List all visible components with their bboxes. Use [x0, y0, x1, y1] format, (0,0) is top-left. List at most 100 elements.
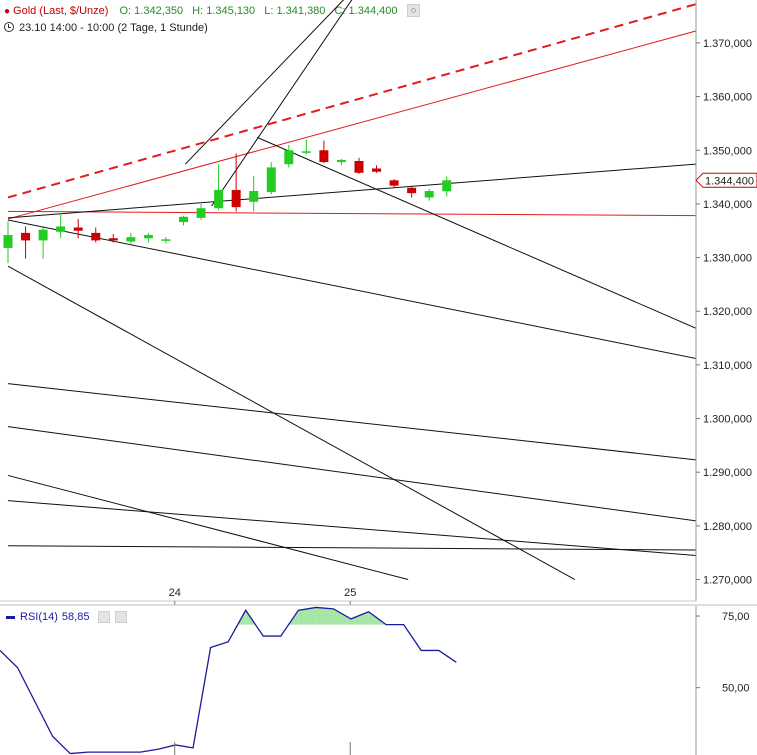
candle-body-up: [301, 151, 311, 153]
rsi-axis: 75,00 50,00: [696, 611, 750, 695]
rsi-legend: RSI(14) 58,85: [6, 610, 127, 624]
candle[interactable]: [38, 227, 48, 259]
price-tick-label: 1.290,000: [703, 467, 752, 479]
symbol-row: ● Gold (Last, $/Unze) O: 1.342,350 H: 1.3…: [4, 3, 420, 19]
candle[interactable]: [91, 227, 101, 243]
candle[interactable]: [126, 232, 136, 244]
candle-body-up: [249, 191, 259, 202]
trendline-black[interactable]: [7, 163, 701, 219]
candle[interactable]: [354, 157, 364, 174]
candle-body-down: [108, 238, 118, 241]
candle[interactable]: [231, 153, 241, 212]
price-tick-label: 1.330,000: [703, 253, 752, 265]
ohlc-open: O: 1.342,350: [119, 5, 184, 17]
time-axis: 24 25: [169, 587, 356, 605]
rsi-settings-icon[interactable]: [97, 611, 110, 624]
price-tick-label: 1.280,000: [703, 521, 752, 533]
candle[interactable]: [3, 221, 13, 263]
clock-icon: [4, 22, 14, 33]
candle[interactable]: [143, 232, 153, 243]
candle-body-up: [3, 235, 13, 248]
trendline-black[interactable]: [7, 474, 409, 581]
last-price-label: 1.344,400: [705, 175, 754, 187]
settings-icon[interactable]: [406, 3, 420, 17]
time-tick-label: 24: [169, 587, 181, 599]
rsi-label[interactable]: RSI(14): [20, 611, 58, 623]
trendline-black[interactable]: [7, 426, 701, 522]
trendline-black[interactable]: [7, 500, 701, 557]
candle[interactable]: [196, 203, 206, 221]
candle[interactable]: [319, 140, 329, 164]
candle[interactable]: [424, 188, 434, 201]
candle-body-up: [196, 208, 206, 218]
candle[interactable]: [336, 158, 346, 166]
price-axis: 1.370,000 1.360,000 1.350,000 1.340,000 1.33…: [696, 38, 752, 587]
candle[interactable]: [214, 164, 224, 211]
trendline-red[interactable]: [7, 30, 701, 220]
candle[interactable]: [407, 185, 417, 198]
price-tick-label: 1.320,000: [703, 306, 752, 318]
candle[interactable]: [161, 237, 171, 244]
candle-body-up: [266, 167, 276, 193]
candle-body-down: [319, 150, 329, 163]
rsi-fill-segment: [351, 611, 369, 625]
candle[interactable]: [21, 226, 31, 259]
time-tick-label: 25: [344, 587, 356, 599]
trendline-black[interactable]: [7, 265, 576, 580]
candle-body-down: [389, 180, 399, 186]
rsi-day-separators: [174, 742, 351, 755]
candle-body-down: [91, 232, 101, 241]
candle-body-up: [442, 180, 452, 192]
candle-body-up: [161, 239, 171, 241]
trendline-black[interactable]: [7, 383, 701, 461]
rsi-fill-segment: [315, 607, 334, 625]
price-tick-label: 1.360,000: [703, 92, 752, 104]
rsi-close-icon[interactable]: [114, 611, 127, 624]
chart-header: ● Gold (Last, $/Unze) O: 1.342,350 H: 1.3…: [0, 0, 757, 40]
rsi-fill-segment: [298, 607, 316, 625]
ohlc-high: H: 1.345,130: [192, 5, 256, 17]
candle-body-down: [372, 168, 382, 172]
timeframe-row: 23.10 14:00 - 10:00 (2 Tage, 1 Stunde): [4, 20, 208, 36]
price-tick-label: 1.300,000: [703, 414, 752, 426]
price-tick-label: 1.270,000: [703, 575, 752, 587]
trendline-black[interactable]: [257, 136, 701, 330]
trendline-black[interactable]: [7, 219, 701, 360]
candle[interactable]: [442, 176, 452, 197]
candle-body-up: [179, 216, 188, 223]
trendlines: [7, 0, 701, 581]
candle[interactable]: [389, 179, 399, 188]
trendline-black[interactable]: [211, 0, 359, 207]
candle[interactable]: [284, 144, 294, 168]
symbol-label[interactable]: Gold (Last, $/Unze): [13, 5, 109, 17]
trendline-black[interactable]: [184, 0, 353, 165]
candle[interactable]: [108, 233, 118, 243]
candle-body-up: [56, 226, 66, 232]
candle[interactable]: [56, 213, 66, 239]
candle[interactable]: [73, 218, 83, 239]
rsi-tick-label: 50,00: [722, 683, 750, 695]
candle[interactable]: [179, 215, 188, 226]
candle-body-down: [407, 187, 417, 194]
rsi-tick-label: 75,00: [722, 611, 750, 623]
candle-body-down: [73, 227, 83, 231]
price-tick-label: 1.340,000: [703, 199, 752, 211]
candle-body-down: [354, 160, 364, 173]
rsi-overbought-fill: [237, 607, 387, 625]
price-tick-label: 1.350,000: [703, 145, 752, 157]
candle[interactable]: [249, 176, 259, 212]
rsi-panel[interactable]: 75,00 50,00: [0, 606, 750, 755]
trendline-red[interactable]: [7, 210, 701, 217]
trendline-black[interactable]: [7, 545, 701, 551]
candle[interactable]: [301, 139, 311, 155]
candle-body-down: [231, 189, 241, 208]
candle[interactable]: [266, 162, 276, 195]
candle-body-up: [424, 191, 434, 198]
candle[interactable]: [372, 165, 382, 173]
trendline-red[interactable]: [7, 3, 701, 199]
candles: [3, 139, 452, 263]
rsi-fill-segment: [333, 608, 351, 625]
candle-body-up: [126, 237, 136, 242]
price-panel[interactable]: 1.370,000 1.360,000 1.350,000 1.340,000 1.33…: [0, 0, 757, 605]
